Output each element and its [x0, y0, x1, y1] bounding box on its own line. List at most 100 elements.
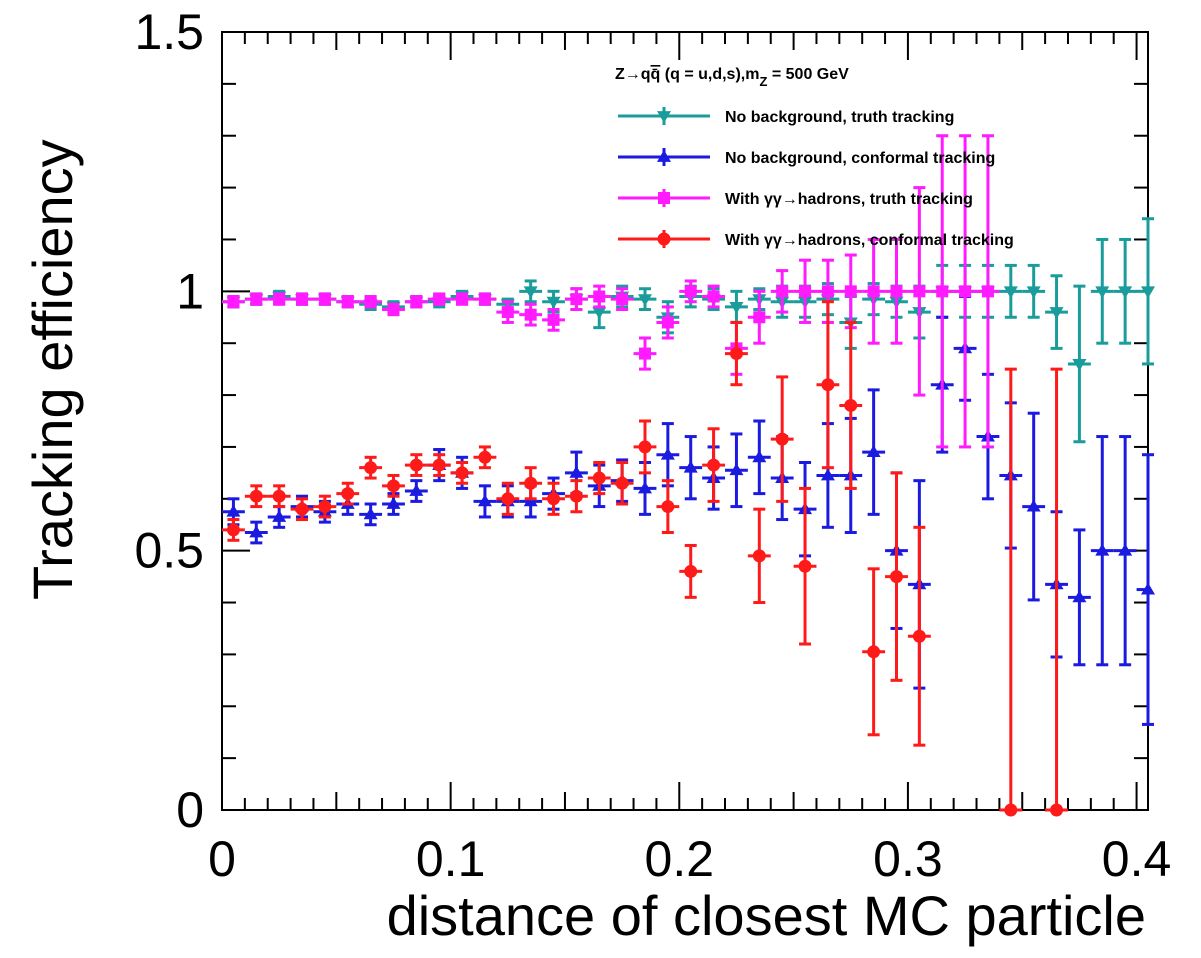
legend-entry-2: No background, conformal tracking — [618, 148, 995, 167]
data-point — [523, 494, 538, 507]
data-point — [592, 471, 606, 485]
data-point — [1141, 582, 1155, 595]
data-point — [912, 629, 926, 643]
y-tick-label: 0 — [176, 782, 204, 838]
series-layer — [222, 134, 1155, 817]
legend-header-part: Z→q — [615, 66, 651, 83]
data-point — [432, 458, 446, 472]
plot-frame — [221, 31, 1149, 811]
data-point — [272, 489, 286, 503]
data-point — [546, 296, 561, 309]
data-point — [501, 492, 515, 506]
legend-header-part: = 500 GeV — [767, 66, 849, 83]
data-point — [318, 500, 332, 514]
data-point — [387, 303, 400, 316]
data-point — [684, 564, 698, 578]
data-point — [364, 461, 378, 475]
series-1 — [222, 217, 1155, 444]
data-point — [524, 476, 538, 490]
data-point — [249, 525, 264, 538]
data-point — [959, 285, 972, 298]
data-point — [821, 378, 835, 392]
data-point — [637, 481, 652, 494]
legend-header-part: q̄ — [651, 66, 661, 83]
data-point — [478, 450, 492, 464]
data-point — [410, 295, 423, 308]
series-2 — [222, 295, 1155, 726]
data-point — [981, 285, 994, 298]
x-axis-title: distance of closest MC particle — [387, 884, 1146, 947]
x-tick-label: 0.1 — [416, 831, 486, 887]
data-point — [273, 293, 286, 306]
data-point — [889, 570, 903, 584]
data-point — [569, 489, 583, 503]
data-point — [226, 504, 241, 517]
data-point — [660, 447, 675, 460]
data-point — [707, 458, 721, 472]
data-point — [867, 645, 881, 659]
axis-ticks — [221, 31, 1148, 811]
data-point — [752, 450, 767, 463]
data-point — [729, 463, 744, 476]
data-point — [616, 293, 629, 306]
data-point — [1026, 286, 1041, 299]
data-point — [296, 293, 309, 306]
data-point — [341, 295, 354, 308]
legend-label: With γγ→hadrons, conformal tracking — [725, 232, 1014, 249]
series-4 — [222, 300, 1068, 817]
data-point — [1118, 543, 1133, 556]
data-point — [1050, 803, 1064, 817]
data-point — [592, 307, 607, 320]
data-point — [1004, 803, 1018, 817]
x-tick-label: 0.4 — [1102, 831, 1172, 887]
legend-header: Z→qq̄ (q = u,d,s),mZ = 500 GeV — [615, 66, 849, 89]
legend-marker — [658, 192, 670, 204]
y-tick-label: 1.5 — [134, 4, 204, 60]
data-point — [523, 286, 538, 299]
data-point — [707, 290, 720, 303]
data-point — [729, 301, 744, 314]
data-point — [1049, 307, 1064, 320]
data-point — [799, 285, 812, 298]
data-point — [638, 347, 651, 360]
data-point — [867, 285, 880, 298]
data-point — [1072, 359, 1087, 371]
data-point — [477, 494, 492, 507]
data-point — [569, 465, 584, 478]
legend-entry-4: With γγ→hadrons, conformal tracking — [618, 230, 1014, 249]
y-tick-label: 0.5 — [134, 523, 204, 579]
data-point — [661, 316, 674, 329]
data-point — [684, 285, 697, 298]
data-point — [638, 440, 652, 454]
axis-tick-labels: 0 0.1 0.2 0.3 0.4 0 0.5 1 1.5 — [134, 4, 1171, 887]
legend-marker — [657, 150, 671, 162]
legend-header-part: Z — [759, 74, 767, 89]
legend-label: With γγ→hadrons, truth tracking — [725, 191, 973, 208]
data-point — [913, 285, 926, 298]
data-point — [456, 293, 469, 306]
data-point — [593, 290, 606, 303]
data-point — [570, 293, 583, 306]
data-point — [775, 432, 789, 446]
data-point — [1072, 590, 1087, 603]
data-point — [1141, 286, 1155, 299]
data-point — [1118, 286, 1133, 299]
legend: Z→qq̄ (q = u,d,s),mZ = 500 GeV No backgr… — [615, 66, 1014, 249]
data-point — [936, 285, 949, 298]
series-3 — [222, 134, 1000, 449]
data-point — [341, 487, 355, 501]
data-point — [547, 313, 560, 326]
x-tick-label: 0 — [208, 831, 236, 887]
x-tick-label: 0.2 — [645, 831, 715, 887]
data-point — [386, 496, 401, 509]
legend-marker — [657, 111, 671, 123]
data-point — [615, 476, 629, 490]
data-point — [683, 460, 698, 473]
data-point — [409, 484, 424, 496]
data-point — [844, 285, 857, 298]
data-point — [821, 285, 834, 298]
data-point — [753, 311, 766, 324]
data-point — [250, 293, 263, 306]
data-point — [364, 295, 377, 308]
